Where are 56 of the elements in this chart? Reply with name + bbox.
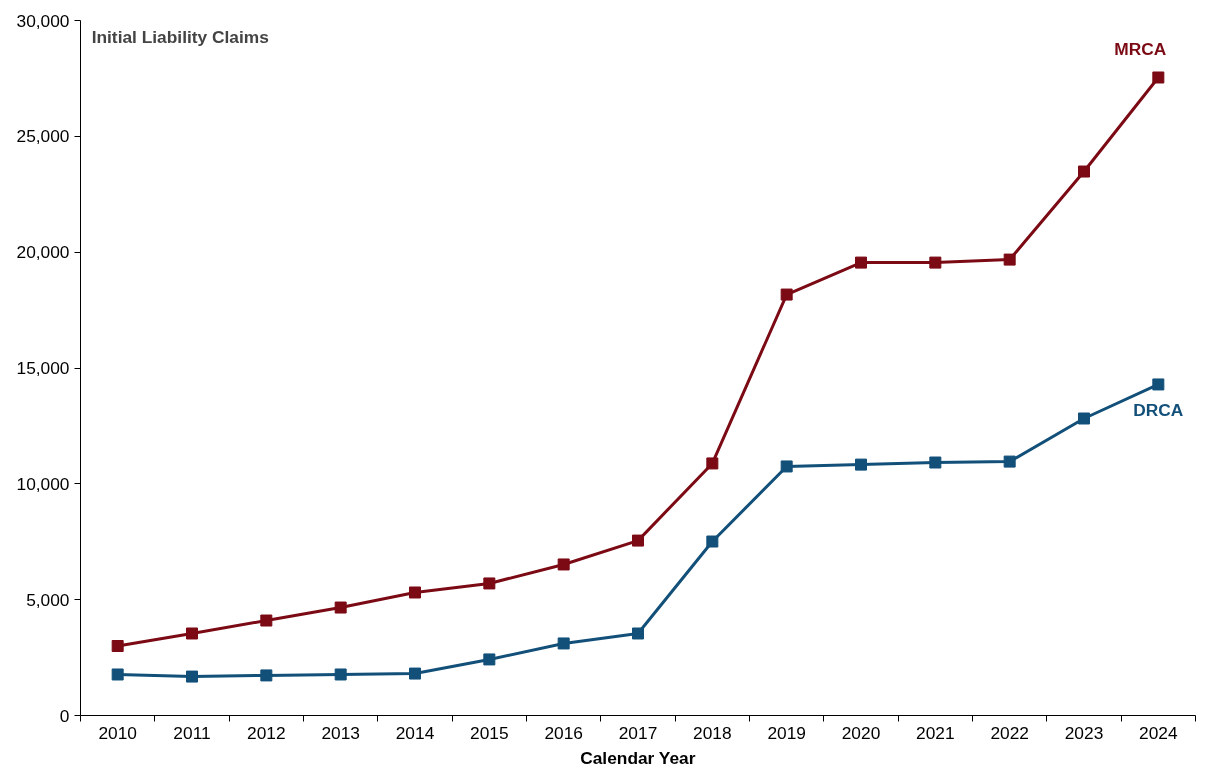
point [1003, 455, 1016, 468]
point [334, 601, 347, 614]
x-tick-label: 2011 [173, 722, 211, 743]
point [780, 288, 793, 301]
point [260, 669, 273, 682]
point [1152, 378, 1165, 391]
point [929, 456, 942, 469]
point [780, 460, 793, 473]
y-tick-label: 10,000 [16, 473, 70, 494]
point [557, 637, 570, 650]
x-tick-label: 2013 [321, 722, 360, 743]
x-tick-label: 2012 [247, 722, 286, 743]
point [855, 256, 867, 269]
point [260, 614, 273, 627]
point [855, 458, 867, 471]
point [632, 627, 644, 640]
y-tick-label: 0 [59, 705, 70, 726]
x-tick-label: 2016 [544, 722, 583, 743]
point [557, 558, 570, 571]
point [334, 668, 347, 681]
point [706, 535, 719, 548]
x-tick-label: 2010 [98, 722, 137, 743]
y-tick-label: 20,000 [16, 242, 70, 263]
point [409, 586, 421, 599]
point [111, 668, 124, 681]
point [1003, 253, 1016, 266]
x-tick-label: 2023 [1064, 722, 1104, 743]
point [483, 653, 496, 666]
x-tick-label: 2020 [841, 722, 881, 743]
point [186, 627, 198, 640]
x-tick-label: 2014 [395, 722, 435, 743]
x-tick-label: 2015 [470, 722, 509, 743]
point [409, 667, 421, 680]
x-tick-label: 2019 [767, 722, 806, 743]
point [111, 640, 124, 652]
y-tick-label: 25,000 [16, 126, 70, 147]
x-tick-label: 2024 [1139, 722, 1178, 743]
point [1078, 165, 1090, 178]
point [1152, 71, 1165, 84]
series-label: MRCA [1114, 39, 1167, 60]
y-tick-label: 30,000 [16, 10, 70, 31]
x-tick-label: 2018 [693, 722, 732, 743]
x-tick-label: 2021 [916, 722, 955, 743]
point [706, 457, 719, 470]
x-tick-label: 2017 [618, 722, 658, 743]
point [483, 577, 496, 590]
point [186, 670, 198, 683]
chart-title: Initial Liability Claims [91, 26, 269, 47]
series-label: DRCA [1133, 400, 1184, 421]
point [632, 534, 644, 547]
y-tick-label: 15,000 [16, 358, 70, 378]
point [929, 256, 942, 269]
x-tick-label: 2022 [990, 722, 1029, 743]
y-tick-label: 5,000 [26, 589, 70, 610]
x-axis-title: Calendar Year [580, 747, 696, 768]
point [1078, 412, 1090, 425]
